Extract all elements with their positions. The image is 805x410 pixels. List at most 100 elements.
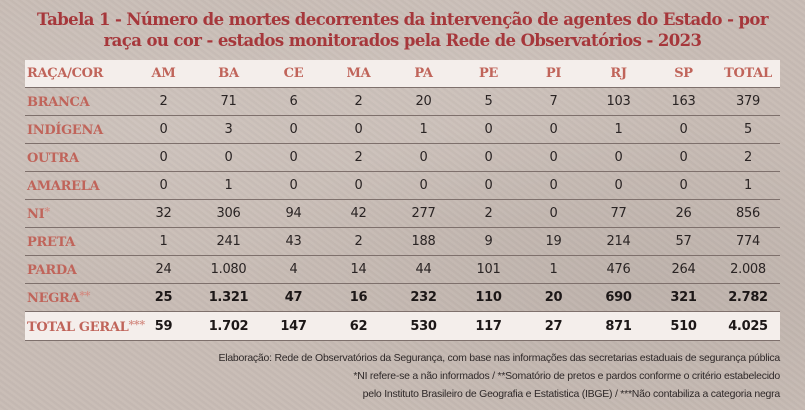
cell-total: 856 bbox=[716, 199, 780, 228]
cell-value: 101 bbox=[456, 255, 521, 284]
cell-value: 0 bbox=[456, 143, 521, 172]
title-line-1: Tabela 1 - Número de mortes decorrentes … bbox=[37, 10, 768, 29]
cell-value: 2 bbox=[131, 87, 196, 116]
cell-value: 43 bbox=[261, 227, 326, 256]
column-header-sp: SP bbox=[651, 60, 716, 88]
cell-value: 62 bbox=[326, 311, 391, 341]
cell-value: 94 bbox=[261, 199, 326, 228]
cell-value: 3 bbox=[196, 115, 261, 144]
cell-total: 2 bbox=[716, 143, 780, 172]
table-row-preta: PRETA 1 241 43 2 188 9 19 214 57 774 bbox=[25, 227, 780, 256]
column-header-am: AM bbox=[131, 60, 196, 88]
cell-value: 0 bbox=[456, 115, 521, 144]
cell-value: 117 bbox=[456, 311, 521, 341]
cell-value: 147 bbox=[261, 311, 326, 341]
column-header-total: TOTAL bbox=[716, 60, 780, 88]
column-header-pi: PI bbox=[521, 60, 586, 88]
cell-value: 214 bbox=[586, 227, 651, 256]
cell-value: 0 bbox=[196, 143, 261, 172]
cell-value: 7 bbox=[521, 87, 586, 116]
cell-value: 4 bbox=[261, 255, 326, 284]
cell-value: 2 bbox=[456, 199, 521, 228]
cell-value: 0 bbox=[521, 199, 586, 228]
cell-total: 5 bbox=[716, 115, 780, 144]
cell-value: 0 bbox=[391, 143, 456, 172]
row-label: BRANCA bbox=[25, 87, 131, 116]
row-label: PRETA bbox=[25, 227, 131, 256]
cell-value: 1.080 bbox=[196, 255, 261, 284]
cell-value: 0 bbox=[651, 115, 716, 144]
row-label: NEGRA** bbox=[25, 283, 131, 312]
table-row-ni: NI* 32 306 94 42 277 2 0 77 26 856 bbox=[25, 199, 780, 228]
cell-value: 871 bbox=[586, 311, 651, 341]
cell-total: 774 bbox=[716, 227, 780, 256]
cell-value: 77 bbox=[586, 199, 651, 228]
cell-value: 0 bbox=[521, 171, 586, 200]
cell-value: 27 bbox=[521, 311, 586, 341]
table-row-branca: BRANCA 2 71 6 2 20 5 7 103 163 379 bbox=[25, 87, 780, 116]
cell-value: 0 bbox=[651, 143, 716, 172]
column-header-ce: CE bbox=[261, 60, 326, 88]
table-row-outra: OUTRA 0 0 0 2 0 0 0 0 0 2 bbox=[25, 143, 780, 172]
column-header-ma: MA bbox=[326, 60, 391, 88]
cell-value: 16 bbox=[326, 283, 391, 312]
cell-value: 188 bbox=[391, 227, 456, 256]
row-label: TOTAL GERAL*** bbox=[25, 311, 145, 341]
column-header-rj: RJ bbox=[586, 60, 651, 88]
cell-value: 510 bbox=[651, 311, 716, 341]
cell-value: 71 bbox=[196, 87, 261, 116]
cell-value: 690 bbox=[586, 283, 651, 312]
column-header-race: RAÇA/COR bbox=[25, 60, 131, 88]
source-note-line-3: pelo Instituto Brasileiro de Geografia e… bbox=[362, 388, 781, 400]
row-label: INDÍGENA bbox=[25, 115, 131, 144]
cell-value: 20 bbox=[391, 87, 456, 116]
cell-value: 0 bbox=[651, 171, 716, 200]
cell-total: 2.782 bbox=[716, 283, 780, 312]
cell-value: 24 bbox=[131, 255, 196, 284]
table-title: Tabela 1 - Número de mortes decorrentes … bbox=[0, 9, 805, 51]
cell-value: 476 bbox=[586, 255, 651, 284]
cell-value: 9 bbox=[456, 227, 521, 256]
cell-value: 2 bbox=[326, 227, 391, 256]
cell-value: 59 bbox=[131, 311, 196, 341]
cell-value: 2 bbox=[326, 143, 391, 172]
cell-value: 1.702 bbox=[196, 311, 261, 341]
cell-total: 4.025 bbox=[716, 311, 780, 341]
deaths-by-race-table: RAÇA/COR AM BA CE MA PA PE PI RJ SP TOTA… bbox=[25, 60, 780, 341]
row-label: AMARELA bbox=[25, 171, 131, 200]
row-label: NI* bbox=[25, 199, 131, 228]
cell-value: 0 bbox=[131, 115, 196, 144]
cell-value: 25 bbox=[131, 283, 196, 312]
cell-value: 1.321 bbox=[196, 283, 261, 312]
cell-value: 26 bbox=[651, 199, 716, 228]
source-note-line-1: Elaboração: Rede de Observatórios da Seg… bbox=[218, 352, 780, 364]
row-label: OUTRA bbox=[25, 143, 131, 172]
cell-value: 0 bbox=[586, 143, 651, 172]
cell-value: 0 bbox=[261, 115, 326, 144]
header-row: RAÇA/COR AM BA CE MA PA PE PI RJ SP TOTA… bbox=[25, 60, 780, 88]
cell-value: 277 bbox=[391, 199, 456, 228]
data-table-container: RAÇA/COR AM BA CE MA PA PE PI RJ SP TOTA… bbox=[25, 60, 780, 341]
cell-value: 264 bbox=[651, 255, 716, 284]
cell-value: 57 bbox=[651, 227, 716, 256]
cell-value: 0 bbox=[326, 115, 391, 144]
cell-value: 32 bbox=[131, 199, 196, 228]
cell-value: 20 bbox=[521, 283, 586, 312]
cell-value: 232 bbox=[391, 283, 456, 312]
column-header-ba: BA bbox=[196, 60, 261, 88]
table-row-amarela: AMARELA 0 1 0 0 0 0 0 0 0 1 bbox=[25, 171, 780, 200]
cell-value: 1 bbox=[131, 227, 196, 256]
cell-value: 110 bbox=[456, 283, 521, 312]
cell-value: 0 bbox=[521, 143, 586, 172]
cell-value: 0 bbox=[131, 171, 196, 200]
source-notes: Elaboração: Rede de Observatórios da Seg… bbox=[218, 349, 780, 403]
column-header-pa: PA bbox=[391, 60, 456, 88]
cell-value: 0 bbox=[391, 171, 456, 200]
cell-value: 44 bbox=[391, 255, 456, 284]
cell-value: 5 bbox=[456, 87, 521, 116]
cell-value: 14 bbox=[326, 255, 391, 284]
row-label: PARDA bbox=[25, 255, 131, 284]
cell-value: 1 bbox=[586, 115, 651, 144]
cell-value: 19 bbox=[521, 227, 586, 256]
table-row-indigena: INDÍGENA 0 3 0 0 1 0 0 1 0 5 bbox=[25, 115, 780, 144]
